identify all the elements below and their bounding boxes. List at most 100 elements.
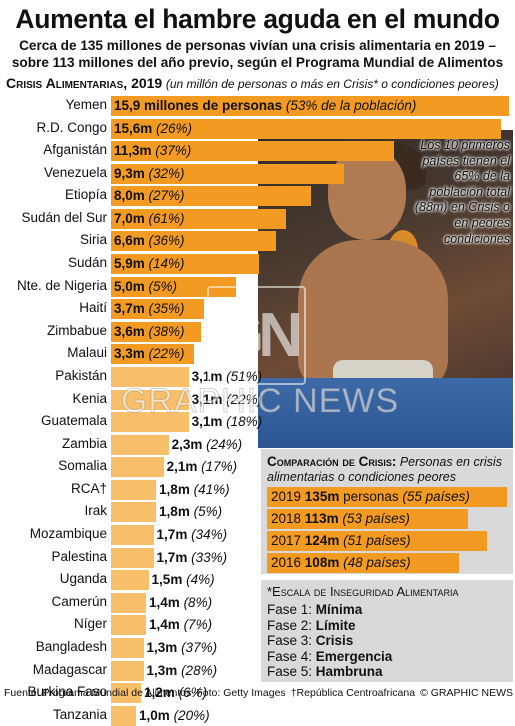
comparison-row-label: 2016 108m (48 países) — [271, 553, 411, 573]
bar — [111, 570, 149, 591]
bar-value: 1,8m — [159, 504, 194, 520]
country-label: Burkina Faso — [27, 684, 107, 700]
bar-share: (61%) — [148, 210, 185, 226]
bar-value: 6,6m — [114, 233, 149, 249]
bar-share: (37%) — [155, 143, 192, 159]
bar-value: 5,9m — [114, 256, 149, 272]
bar — [111, 412, 189, 433]
country-label: Afganistán — [43, 142, 107, 158]
comparison-year: 2018 — [271, 511, 305, 526]
comparison-row-label: 2019 135m personas (55 países) — [271, 487, 470, 507]
bar-value-label: 1,3m (37%) — [147, 638, 218, 658]
bar-value: 1,4m — [149, 617, 184, 633]
bar — [111, 141, 394, 162]
comparison-countries: (53 países) — [342, 511, 410, 526]
comparison-row-label: 2017 124m (51 países) — [271, 531, 411, 551]
bar-value: 2,1m — [166, 459, 202, 475]
bar-value: 1,7m — [156, 549, 192, 565]
bar-value-label: 2,1m (17%) — [167, 457, 238, 477]
comparison-bar — [267, 553, 459, 573]
bar — [111, 660, 144, 681]
bar-share: (17%) — [201, 459, 238, 475]
bar-value-label: 1,4m (8%) — [149, 593, 212, 613]
bar-value: 1,2m — [144, 685, 179, 701]
country-label: Venezuela — [43, 164, 107, 180]
bar — [111, 96, 509, 116]
scale-row: Fase 5: Hambruna — [267, 664, 383, 680]
bar-value: 3,3m — [114, 346, 149, 362]
bar-value-label: 1,0m (20%) — [139, 706, 210, 726]
footer-note: †República Centroafricana — [290, 687, 416, 699]
bar — [111, 276, 237, 297]
bar-share: (35%) — [148, 301, 185, 317]
bar — [111, 592, 147, 613]
bar-value: 3,1m — [191, 368, 227, 384]
bar — [111, 525, 154, 546]
bar-share: (4%) — [186, 572, 215, 588]
country-label: Sudán — [67, 255, 107, 271]
country-label: R.D. Congo — [36, 119, 107, 135]
comparison-year: 2017 — [271, 533, 305, 548]
watermark-logo: GN — [207, 286, 306, 385]
bar-value: 5,0m — [114, 278, 149, 294]
scale-row: Fase 1: Mínima — [267, 602, 362, 618]
bar-value: 3,7m — [114, 301, 149, 317]
bar-value: 1,5m — [151, 572, 187, 588]
country-label: Irak — [84, 503, 107, 519]
scale-level: Hambruna — [315, 664, 383, 680]
bar — [111, 118, 502, 139]
bar-value-label: 3,3m (22%) — [114, 344, 185, 364]
bar-value-label: 15,9 millones de personas (53% de la pob… — [114, 96, 416, 116]
comparison-value: 124m — [304, 533, 344, 548]
scale-level: Límite — [315, 617, 356, 633]
comparison-countries: (48 países) — [343, 555, 411, 570]
bar-value-label: 3,7m (35%) — [114, 299, 185, 319]
comparison-year: 2016 — [271, 555, 305, 570]
scale-phase: Fase 1: — [267, 602, 316, 617]
bar-value: 1,3m — [146, 639, 182, 655]
country-label: Bangladesh — [35, 638, 107, 654]
bar-share: (32%) — [148, 165, 185, 181]
bar-value-label: 15,6m (26%) — [114, 119, 192, 139]
scale-phase: Fase 3: — [267, 633, 316, 649]
bar-share: (14%) — [148, 256, 185, 272]
comparison-row-label: 2018 113m (53 países) — [271, 509, 410, 529]
country-label: Haití — [79, 300, 107, 316]
bar-value-label: 1,8m (41%) — [159, 480, 230, 500]
scale-level: Mínima — [315, 602, 363, 617]
bar-share: (8%) — [183, 594, 213, 610]
bar-share: (53% de la población) — [285, 98, 417, 113]
country-label: Zambia — [61, 435, 107, 451]
comparison-box: Comparación de Crisis: Personas en crisi… — [261, 449, 513, 574]
scale-phase: Fase 5: — [267, 664, 316, 680]
bar-share: (34%) — [191, 527, 228, 543]
comparison-bar — [267, 531, 488, 551]
bar-value-label: 1,3m (28%) — [147, 661, 218, 681]
bar-share: (6%) — [178, 685, 208, 701]
bar — [111, 502, 157, 523]
bar — [111, 547, 154, 568]
bar — [111, 231, 277, 252]
scale-row: Fase 3: Crisis — [267, 633, 353, 649]
footer-photo-credit: Foto: Getty Images — [196, 687, 286, 699]
bar-value: 3,1m — [191, 414, 227, 430]
comparison-heading: Comparación de Crisis: — [267, 454, 397, 469]
food-insecurity-scale-box: *Escala de Inseguridad Alimentaria Fase … — [261, 580, 513, 682]
bar-share: (26%) — [156, 120, 193, 136]
country-label: Etiopía — [64, 187, 107, 203]
bar-value-label: 1,7m (34%) — [157, 525, 228, 545]
bar-share: (38%) — [148, 323, 185, 339]
bar-value-label: 1,5m (4%) — [152, 570, 215, 590]
bar-share: (5%) — [148, 278, 178, 294]
watermark-text: GRAPHIC NEWS — [120, 382, 400, 421]
bar-value-label: 3,6m (38%) — [114, 322, 185, 342]
bar-value-label: 1,7m (33%) — [157, 548, 228, 568]
bar-share: (51%) — [226, 368, 263, 384]
bar-share: (18%) — [226, 414, 263, 430]
bar — [111, 344, 194, 365]
country-label: Nte. de Nigeria — [16, 277, 107, 293]
chart-heading-note: (un millón de personas o más en Crisis* … — [165, 77, 499, 91]
bar-value-label: 3,1m (22%) — [192, 390, 263, 410]
country-label: Pakistán — [55, 367, 107, 383]
comparison-subheading: Personas en crisis alimentarias o condic… — [267, 455, 502, 484]
